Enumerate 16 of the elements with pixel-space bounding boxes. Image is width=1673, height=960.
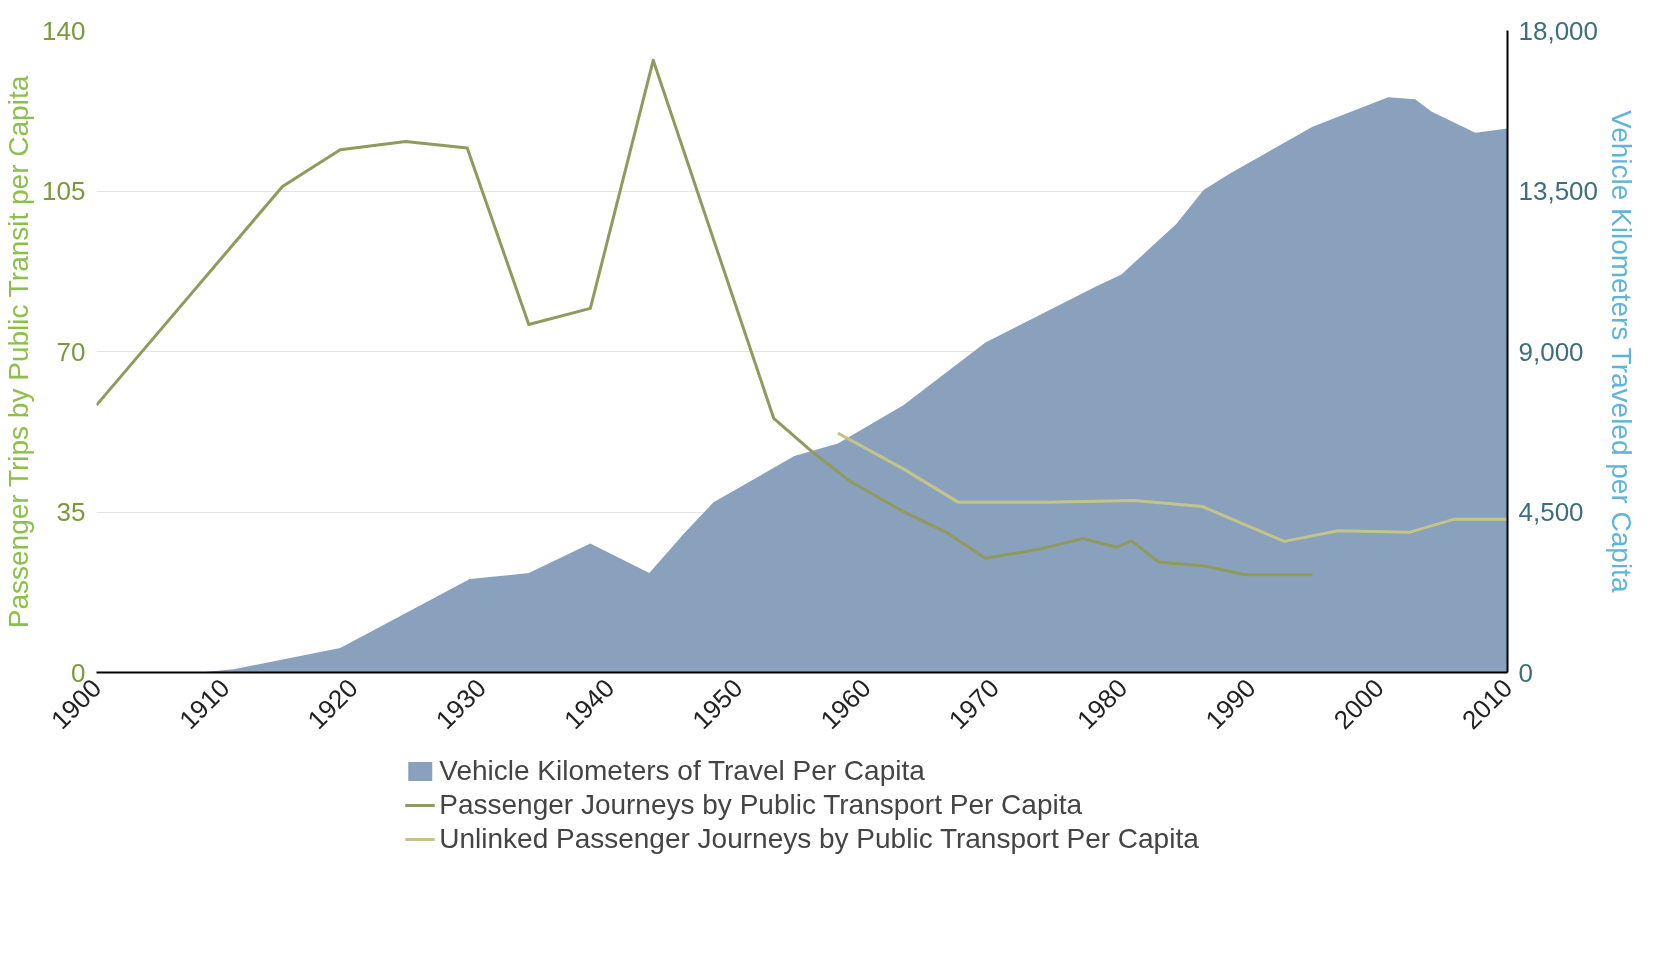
y-tick-label: 105 [42, 176, 86, 206]
y-axis-title: Passenger Trips by Public Transit per Capita [3, 75, 35, 629]
y-tick-label: 140 [42, 15, 86, 46]
y-tick-label: 70 [56, 336, 86, 367]
y2-tick-label: 0 [1518, 657, 1533, 688]
legend-label: Unlinked Passenger Journeys by Public Transport Per Capita [439, 823, 1199, 855]
y2-tick-label: 9,000 [1518, 336, 1584, 367]
y2-tick-label: 18,000 [1518, 15, 1599, 46]
y2-tick-label: 4,500 [1518, 497, 1584, 527]
legend-label: Vehicle Kilometers of Travel Per Capita [439, 755, 925, 787]
line-series [836, 431, 1508, 543]
y2-tick-label: 13,500 [1518, 176, 1599, 206]
y2-axis-title: Vehicle Kilometers Traveled per Capita [1606, 110, 1638, 593]
line-series [96, 58, 1315, 577]
y-tick-label: 35 [56, 497, 86, 527]
legend-label: Passenger Journeys by Public Transport Per Capita [439, 789, 1083, 821]
